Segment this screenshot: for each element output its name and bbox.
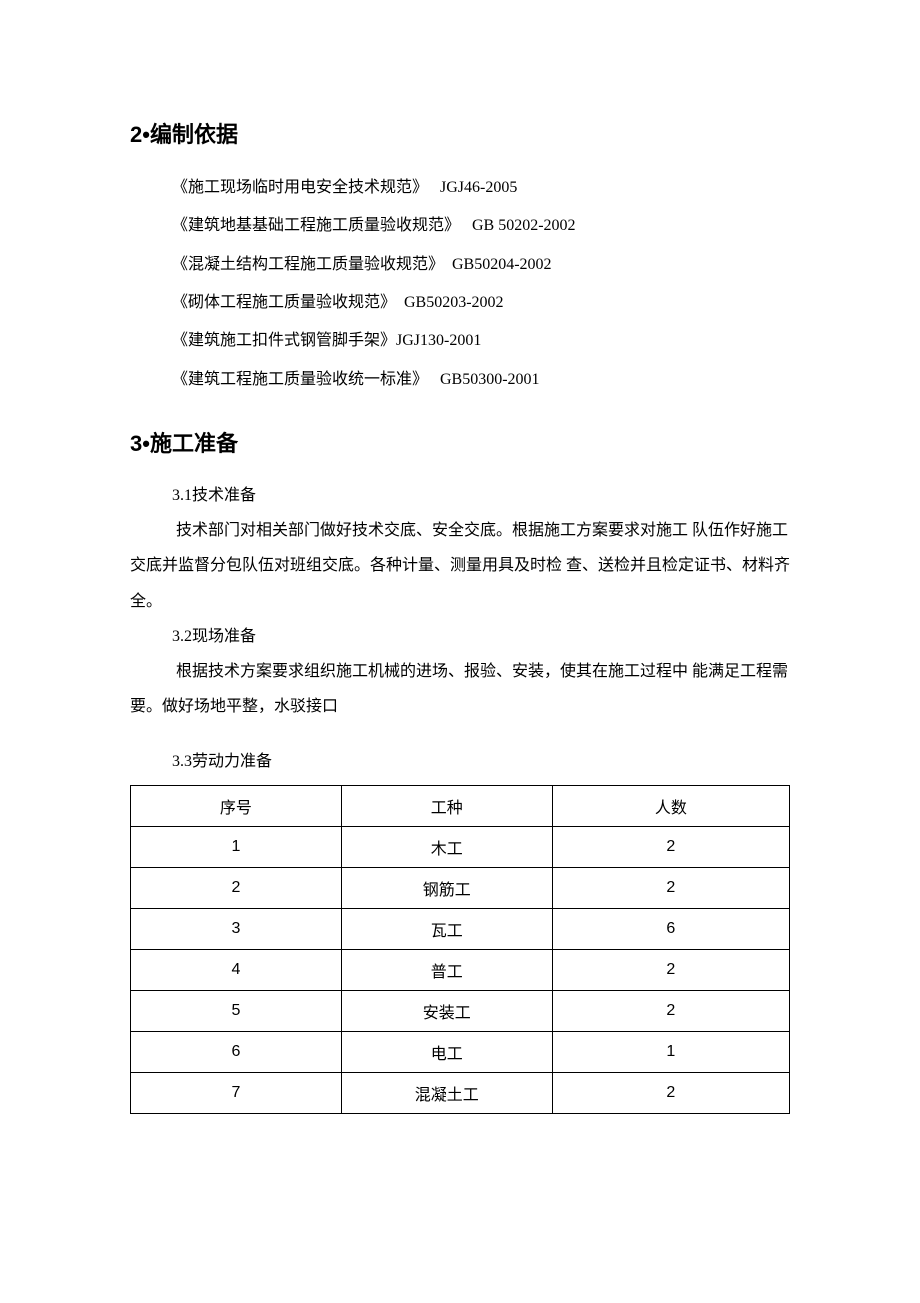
table-row: 6 电工 1: [131, 1032, 790, 1073]
table-cell: 1: [131, 827, 342, 868]
reference-item: 《建筑工程施工质量验收统一标准》 GB50300-2001: [172, 361, 790, 399]
table-header-cell: 序号: [131, 786, 342, 827]
table-row: 5 安装工 2: [131, 991, 790, 1032]
table-cell: 2: [552, 827, 789, 868]
table-cell: 3: [131, 909, 342, 950]
table-cell: 木工: [341, 827, 552, 868]
table-cell: 2: [552, 1073, 789, 1114]
subsection-3-2-body: 根据技术方案要求组织施工机械的进场、报验、安装，使其在施工过程中 能满足工程需要…: [130, 654, 790, 724]
table-cell: 6: [131, 1032, 342, 1073]
table-row: 4 普工 2: [131, 950, 790, 991]
table-cell: 瓦工: [341, 909, 552, 950]
table-header-row: 序号 工种 人数: [131, 786, 790, 827]
table-row: 3 瓦工 6: [131, 909, 790, 950]
table-cell: 2: [552, 991, 789, 1032]
table-cell: 6: [552, 909, 789, 950]
table-row: 1 木工 2: [131, 827, 790, 868]
table-cell: 钢筋工: [341, 868, 552, 909]
table-cell: 安装工: [341, 991, 552, 1032]
table-row: 7 混凝土工 2: [131, 1073, 790, 1114]
subsection-3-3-title: 3.3劳动力准备: [172, 744, 790, 779]
table-cell: 2: [552, 868, 789, 909]
table-row: 2 钢筋工 2: [131, 868, 790, 909]
subsection-3-2-title: 3.2现场准备: [172, 619, 790, 654]
labor-table: 序号 工种 人数 1 木工 2 2 钢筋工 2 3 瓦工 6 4 普工 2 5 …: [130, 785, 790, 1114]
subsection-3-1-body: 技术部门对相关部门做好技术交底、安全交底。根据施工方案要求对施工 队伍作好施工交…: [130, 513, 790, 619]
subsection-3-1-title: 3.1技术准备: [172, 478, 790, 513]
table-cell: 1: [552, 1032, 789, 1073]
table-cell: 2: [552, 950, 789, 991]
reference-item: 《砌体工程施工质量验收规范》 GB50203-2002: [172, 284, 790, 322]
table-cell: 混凝土工: [341, 1073, 552, 1114]
table-header-cell: 工种: [341, 786, 552, 827]
reference-item: 《施工现场临时用电安全技术规范》 JGJ46-2005: [172, 169, 790, 207]
table-cell: 4: [131, 950, 342, 991]
section-3-title: 3•施工准备: [130, 429, 790, 460]
reference-item: 《建筑地基基础工程施工质量验收规范》 GB 50202-2002: [172, 207, 790, 245]
table-cell: 电工: [341, 1032, 552, 1073]
table-cell: 5: [131, 991, 342, 1032]
table-cell: 2: [131, 868, 342, 909]
table-cell: 7: [131, 1073, 342, 1114]
reference-item: 《建筑施工扣件式钢管脚手架》JGJ130-2001: [172, 322, 790, 360]
table-header-cell: 人数: [552, 786, 789, 827]
reference-item: 《混凝土结构工程施工质量验收规范》 GB50204-2002: [172, 246, 790, 284]
table-cell: 普工: [341, 950, 552, 991]
section-2-title: 2•编制依据: [130, 120, 790, 151]
